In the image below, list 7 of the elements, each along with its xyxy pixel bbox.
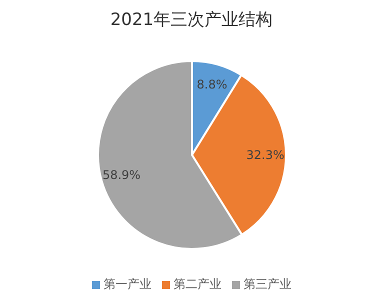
data-label: 8.8% <box>196 77 228 92</box>
chart-title: 2021年三次产业结构 <box>109 9 274 32</box>
legend-label: 第二产业 <box>174 276 222 293</box>
legend-label: 第一产业 <box>104 276 152 293</box>
data-label: 32.3% <box>246 148 284 162</box>
data-label: 58.9% <box>102 168 141 182</box>
legend-label: 第三产业 <box>244 276 292 293</box>
